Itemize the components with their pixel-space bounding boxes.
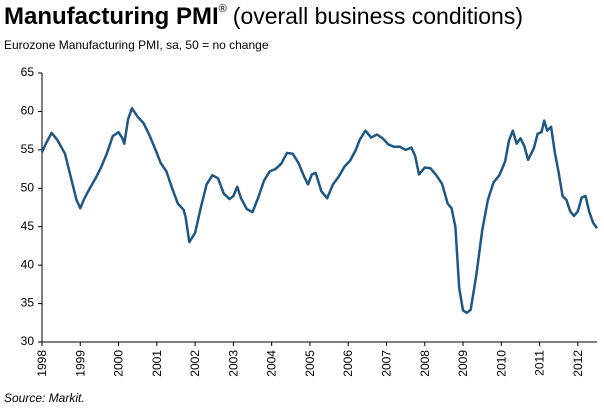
- source: Source: Markit.: [4, 391, 85, 405]
- x-tick-label: 2004: [265, 350, 279, 377]
- y-tick-label: 45: [21, 219, 35, 233]
- y-tick-label: 35: [21, 296, 35, 310]
- y-tick-label: 40: [21, 257, 35, 271]
- x-tick-label: 1999: [73, 350, 87, 377]
- x-tick-label: 2011: [533, 350, 547, 376]
- pmi-line: [40, 107, 599, 315]
- y-tick-label: 55: [21, 142, 35, 156]
- title-mark: ®: [219, 3, 227, 15]
- x-tick-label: 2009: [456, 350, 470, 377]
- y-tick-label: 50: [21, 180, 35, 194]
- x-tick-label: 2000: [112, 350, 126, 377]
- chart-title: Manufacturing PMI® (overall business cond…: [4, 3, 523, 30]
- x-tick-label: 2012: [571, 350, 585, 377]
- title-suffix: (overall business conditions): [233, 3, 523, 29]
- x-tick-label: 1998: [35, 350, 49, 377]
- x-tick-label: 2010: [494, 350, 508, 377]
- y-tick-label: 65: [21, 65, 35, 79]
- y-tick-label: 30: [21, 334, 35, 348]
- x-tick-label: 2006: [341, 350, 355, 377]
- title-main: Manufacturing PMI: [4, 3, 219, 30]
- x-tick-label: 2001: [150, 350, 164, 377]
- x-tick-label: 2003: [226, 350, 240, 377]
- x-tick-label: 2002: [188, 350, 202, 377]
- y-tick-label: 60: [21, 104, 35, 118]
- subtitle: Eurozone Manufacturing PMI, sa, 50 = no …: [4, 38, 269, 52]
- x-tick-label: 2007: [379, 350, 393, 377]
- x-tick-label: 2008: [418, 350, 432, 377]
- x-tick-label: 2005: [303, 350, 317, 377]
